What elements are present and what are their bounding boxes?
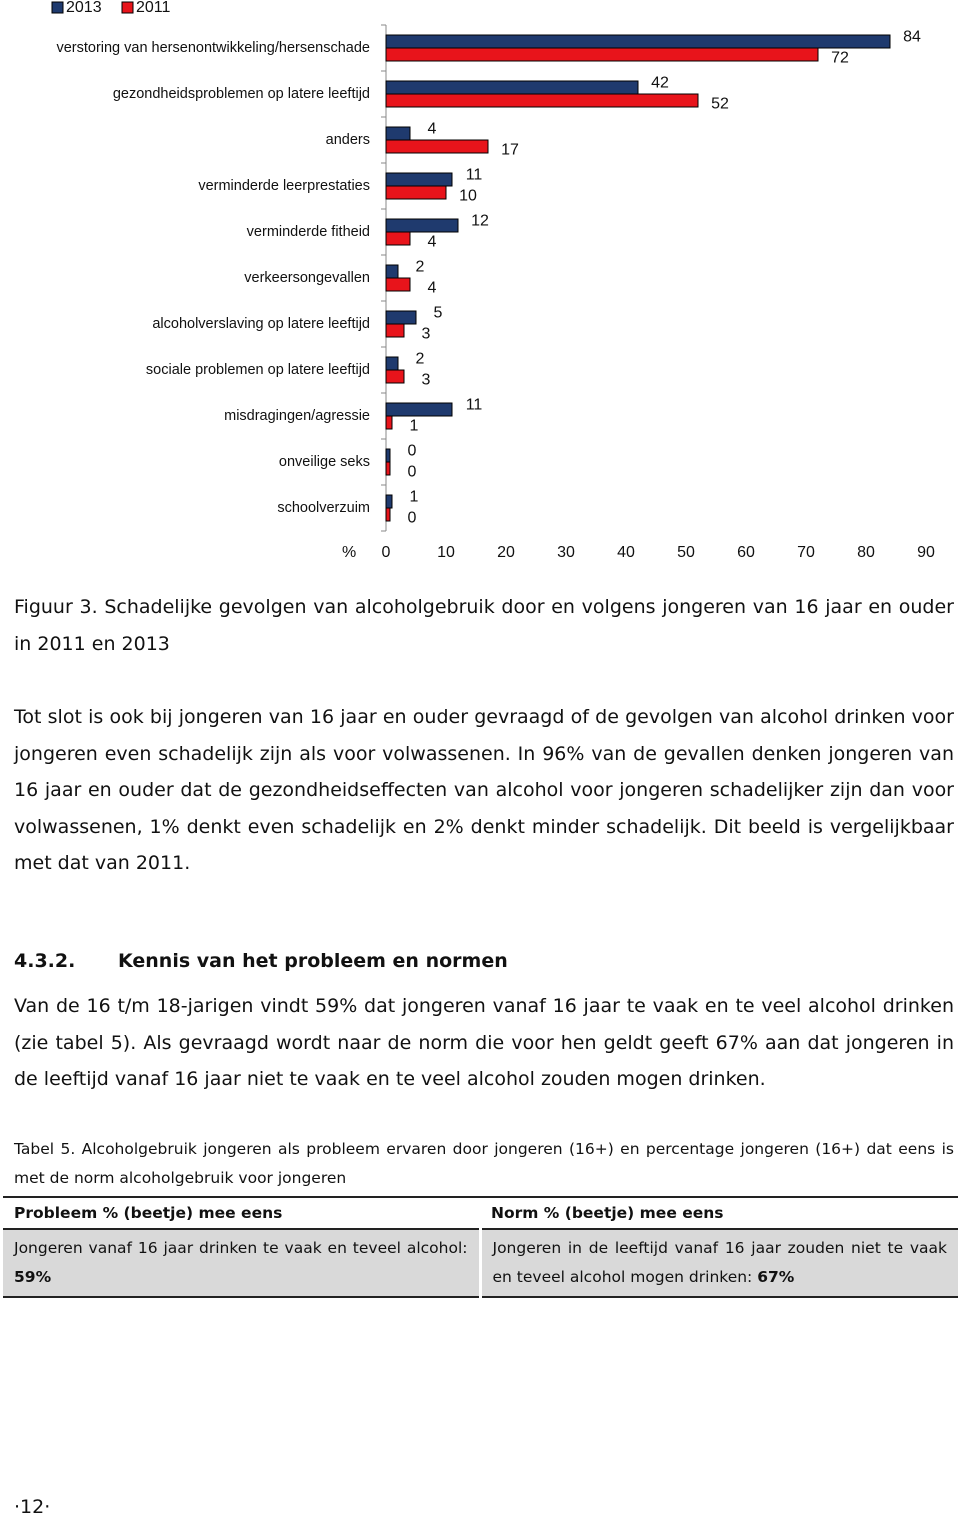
data-label: 3 [422,326,431,343]
legend-label: 2013 [66,0,102,16]
x-tick-label: 20 [497,544,515,561]
data-label: 0 [408,464,417,481]
data-label: 4 [428,280,437,297]
data-label: 11 [466,167,483,184]
bar [385,323,405,338]
data-label: 4 [428,234,437,251]
legend-swatch [121,1,134,14]
x-tick-label: 0 [382,544,391,561]
x-tick-label: 10 [437,544,455,561]
header-cell: Probleem % (beetje) mee eens [3,1196,480,1230]
data-label: 84 [903,29,921,46]
legend-label: 2011 [136,0,171,16]
category-label: verminderde leerprestaties [198,178,370,194]
x-tick-label: 40 [617,544,635,561]
bar [385,310,417,325]
x-tick-label: 30 [557,544,575,561]
data-label: 2 [416,351,425,368]
bar [385,80,639,95]
paragraph: Van de 16 t/m 18-jarigen vindt 59% dat j… [14,995,954,1090]
page-number: ·12· [14,1496,51,1518]
category-label: sociale problemen op latere leeftijd [146,362,370,378]
heading-number: 4.3.2. [14,950,76,972]
bar [385,494,393,509]
cell: Jongeren vanaf 16 jaar drinken te vaak e… [3,1229,482,1298]
header-cell: Norm % (beetje) mee eens [480,1196,958,1230]
cell-text: Jongeren vanaf 16 jaar drinken te vaak e… [14,1239,468,1257]
figure-caption: Figuur 3. Schadelijke gevolgen van alcoh… [14,596,954,655]
data-label: 12 [471,213,489,230]
data-label: 42 [651,75,669,92]
data-label: 5 [434,305,443,322]
bar [385,34,891,49]
legend-swatch [51,1,64,14]
bar [385,461,391,476]
table-row: Jongeren vanaf 16 jaar drinken te vaak e… [3,1229,958,1298]
data-label: 3 [422,372,431,389]
category-label: verkeersongevallen [244,270,370,286]
cell: Jongeren in de leeftijd vanaf 16 jaar zo… [480,1229,958,1298]
paragraph: Tot slot is ook bij jongeren van 16 jaar… [14,706,954,874]
data-label: 17 [501,142,519,159]
bar [385,402,453,417]
cell-value: 59% [14,1268,52,1286]
data-label: 4 [428,121,437,138]
data-label: 52 [711,96,729,113]
bar [385,172,453,187]
bar [385,139,489,154]
category-label: schoolverzuim [277,500,370,516]
bar [385,47,819,62]
x-axis-label: % [342,544,356,561]
table-header: Probleem % (beetje) mee eens Norm % (bee… [3,1196,958,1230]
bar [385,356,399,371]
bar [385,126,411,141]
data-label: 0 [408,510,417,527]
data-label: 1 [410,489,419,506]
category-label: alcoholverslaving op latere leeftijd [152,316,370,332]
heading: 4.3.2. Kennis van het probleem en normen [14,950,508,972]
bar [385,415,393,430]
cell-text: Jongeren in de leeftijd vanaf 16 jaar zo… [492,1239,948,1286]
heading-title: Kennis van het probleem en normen [118,950,508,972]
bar [385,448,391,463]
category-label: verminderde fitheid [247,224,370,240]
x-tick-label: 50 [677,544,695,561]
bar [385,264,399,279]
data-label: 2 [416,259,425,276]
bar [385,93,699,108]
bar [385,507,391,522]
bar [385,218,459,233]
bar [385,369,405,384]
x-tick-label: 90 [917,544,935,561]
bar [385,185,447,200]
category-label: anders [326,132,370,148]
data-label: 72 [831,50,849,67]
category-label: misdragingen/agressie [224,408,370,424]
data-label: 10 [459,188,477,205]
category-label: gezondheidsproblemen op latere leeftijd [113,86,370,102]
cell-value: 67% [757,1268,795,1286]
data-label: 11 [466,397,483,414]
x-tick-label: 70 [797,544,815,561]
table: Probleem % (beetje) mee eens Norm % (bee… [3,1196,958,1298]
bar [385,231,411,246]
category-label: onveilige seks [279,454,370,470]
x-tick-label: 60 [737,544,755,561]
data-label: 1 [410,418,419,435]
category-label: verstoring van hersenontwikkeling/hersen… [56,40,370,56]
table-caption: Tabel 5. Alcoholgebruik jongeren als pro… [14,1140,954,1187]
data-label: 0 [408,443,417,460]
x-tick-label: 80 [857,544,875,561]
bar [385,277,411,292]
